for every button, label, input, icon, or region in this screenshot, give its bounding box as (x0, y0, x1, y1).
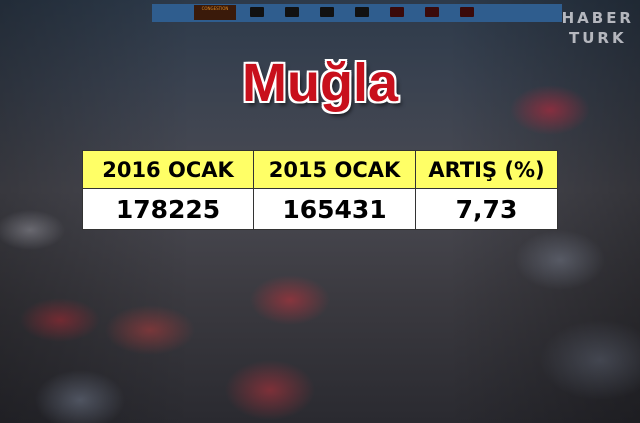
table-row: 178225 165431 7,73 (82, 188, 558, 230)
page-title: Muğla (242, 53, 398, 113)
lane-arrow-icon (355, 7, 369, 17)
logo-line1: HABER (561, 9, 634, 27)
cell-increase: 7,73 (415, 188, 558, 230)
logo-line2: TURK (569, 29, 627, 47)
lane-closed-icon (460, 7, 474, 17)
lane-arrow-icon (320, 7, 334, 17)
lane-closed-icon (425, 7, 439, 17)
overhead-gantry: CONGESTION (152, 4, 562, 22)
lane-closed-icon (390, 7, 404, 17)
lane-arrow-icon (285, 7, 299, 17)
header-2015: 2015 OCAK (253, 150, 416, 189)
header-increase: ARTIŞ (%) (415, 150, 558, 189)
stats-table: 2016 OCAK 2015 OCAK ARTIŞ (%) 178225 165… (82, 150, 558, 230)
cell-2016: 178225 (82, 188, 254, 230)
table-header-row: 2016 OCAK 2015 OCAK ARTIŞ (%) (82, 150, 558, 189)
message-sign: CONGESTION (194, 5, 236, 20)
lane-arrow-icon (250, 7, 264, 17)
header-2016: 2016 OCAK (82, 150, 254, 189)
haberturk-logo: HABER TURK (562, 8, 634, 48)
cell-2015: 165431 (253, 188, 416, 230)
